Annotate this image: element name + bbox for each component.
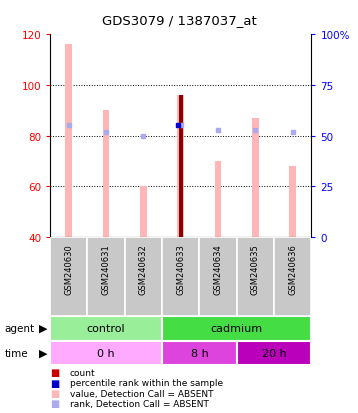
Bar bbox=[50, 237, 87, 316]
Bar bbox=[179, 96, 183, 237]
Bar bbox=[162, 316, 311, 341]
Text: agent: agent bbox=[5, 323, 35, 333]
Text: ■: ■ bbox=[50, 399, 59, 408]
Text: GSM240630: GSM240630 bbox=[64, 244, 73, 294]
Text: GSM240631: GSM240631 bbox=[102, 244, 111, 294]
Text: ▶: ▶ bbox=[39, 348, 48, 358]
Text: value, Detection Call = ABSENT: value, Detection Call = ABSENT bbox=[70, 389, 213, 398]
Text: control: control bbox=[87, 323, 125, 333]
Bar bbox=[199, 237, 237, 316]
Text: GSM240635: GSM240635 bbox=[251, 244, 260, 294]
Text: 8 h: 8 h bbox=[190, 348, 208, 358]
Text: ■: ■ bbox=[50, 388, 59, 398]
Bar bbox=[140, 187, 147, 237]
Bar bbox=[50, 341, 162, 366]
Text: 0 h: 0 h bbox=[97, 348, 115, 358]
Text: ■: ■ bbox=[50, 378, 59, 388]
Text: ▶: ▶ bbox=[39, 323, 48, 333]
Bar bbox=[162, 237, 199, 316]
Bar bbox=[103, 111, 110, 237]
Bar bbox=[274, 237, 311, 316]
Bar bbox=[50, 316, 162, 341]
Text: GSM240636: GSM240636 bbox=[288, 244, 297, 294]
Text: ■: ■ bbox=[50, 368, 59, 377]
Bar bbox=[162, 341, 237, 366]
Text: time: time bbox=[5, 348, 28, 358]
Bar bbox=[215, 161, 222, 237]
Bar bbox=[178, 96, 184, 237]
Text: GSM240634: GSM240634 bbox=[214, 244, 223, 294]
Text: rank, Detection Call = ABSENT: rank, Detection Call = ABSENT bbox=[70, 399, 209, 408]
Bar bbox=[252, 119, 259, 237]
Bar bbox=[125, 237, 162, 316]
Bar bbox=[66, 45, 72, 237]
Text: percentile rank within the sample: percentile rank within the sample bbox=[70, 378, 223, 387]
Bar bbox=[237, 237, 274, 316]
Bar bbox=[237, 341, 311, 366]
Bar bbox=[87, 237, 125, 316]
Text: cadmium: cadmium bbox=[211, 323, 263, 333]
Text: 20 h: 20 h bbox=[262, 348, 286, 358]
Bar bbox=[289, 166, 296, 237]
Text: GDS3079 / 1387037_at: GDS3079 / 1387037_at bbox=[102, 14, 256, 27]
Text: GSM240633: GSM240633 bbox=[176, 244, 185, 294]
Text: GSM240632: GSM240632 bbox=[139, 244, 148, 294]
Text: count: count bbox=[70, 368, 96, 377]
